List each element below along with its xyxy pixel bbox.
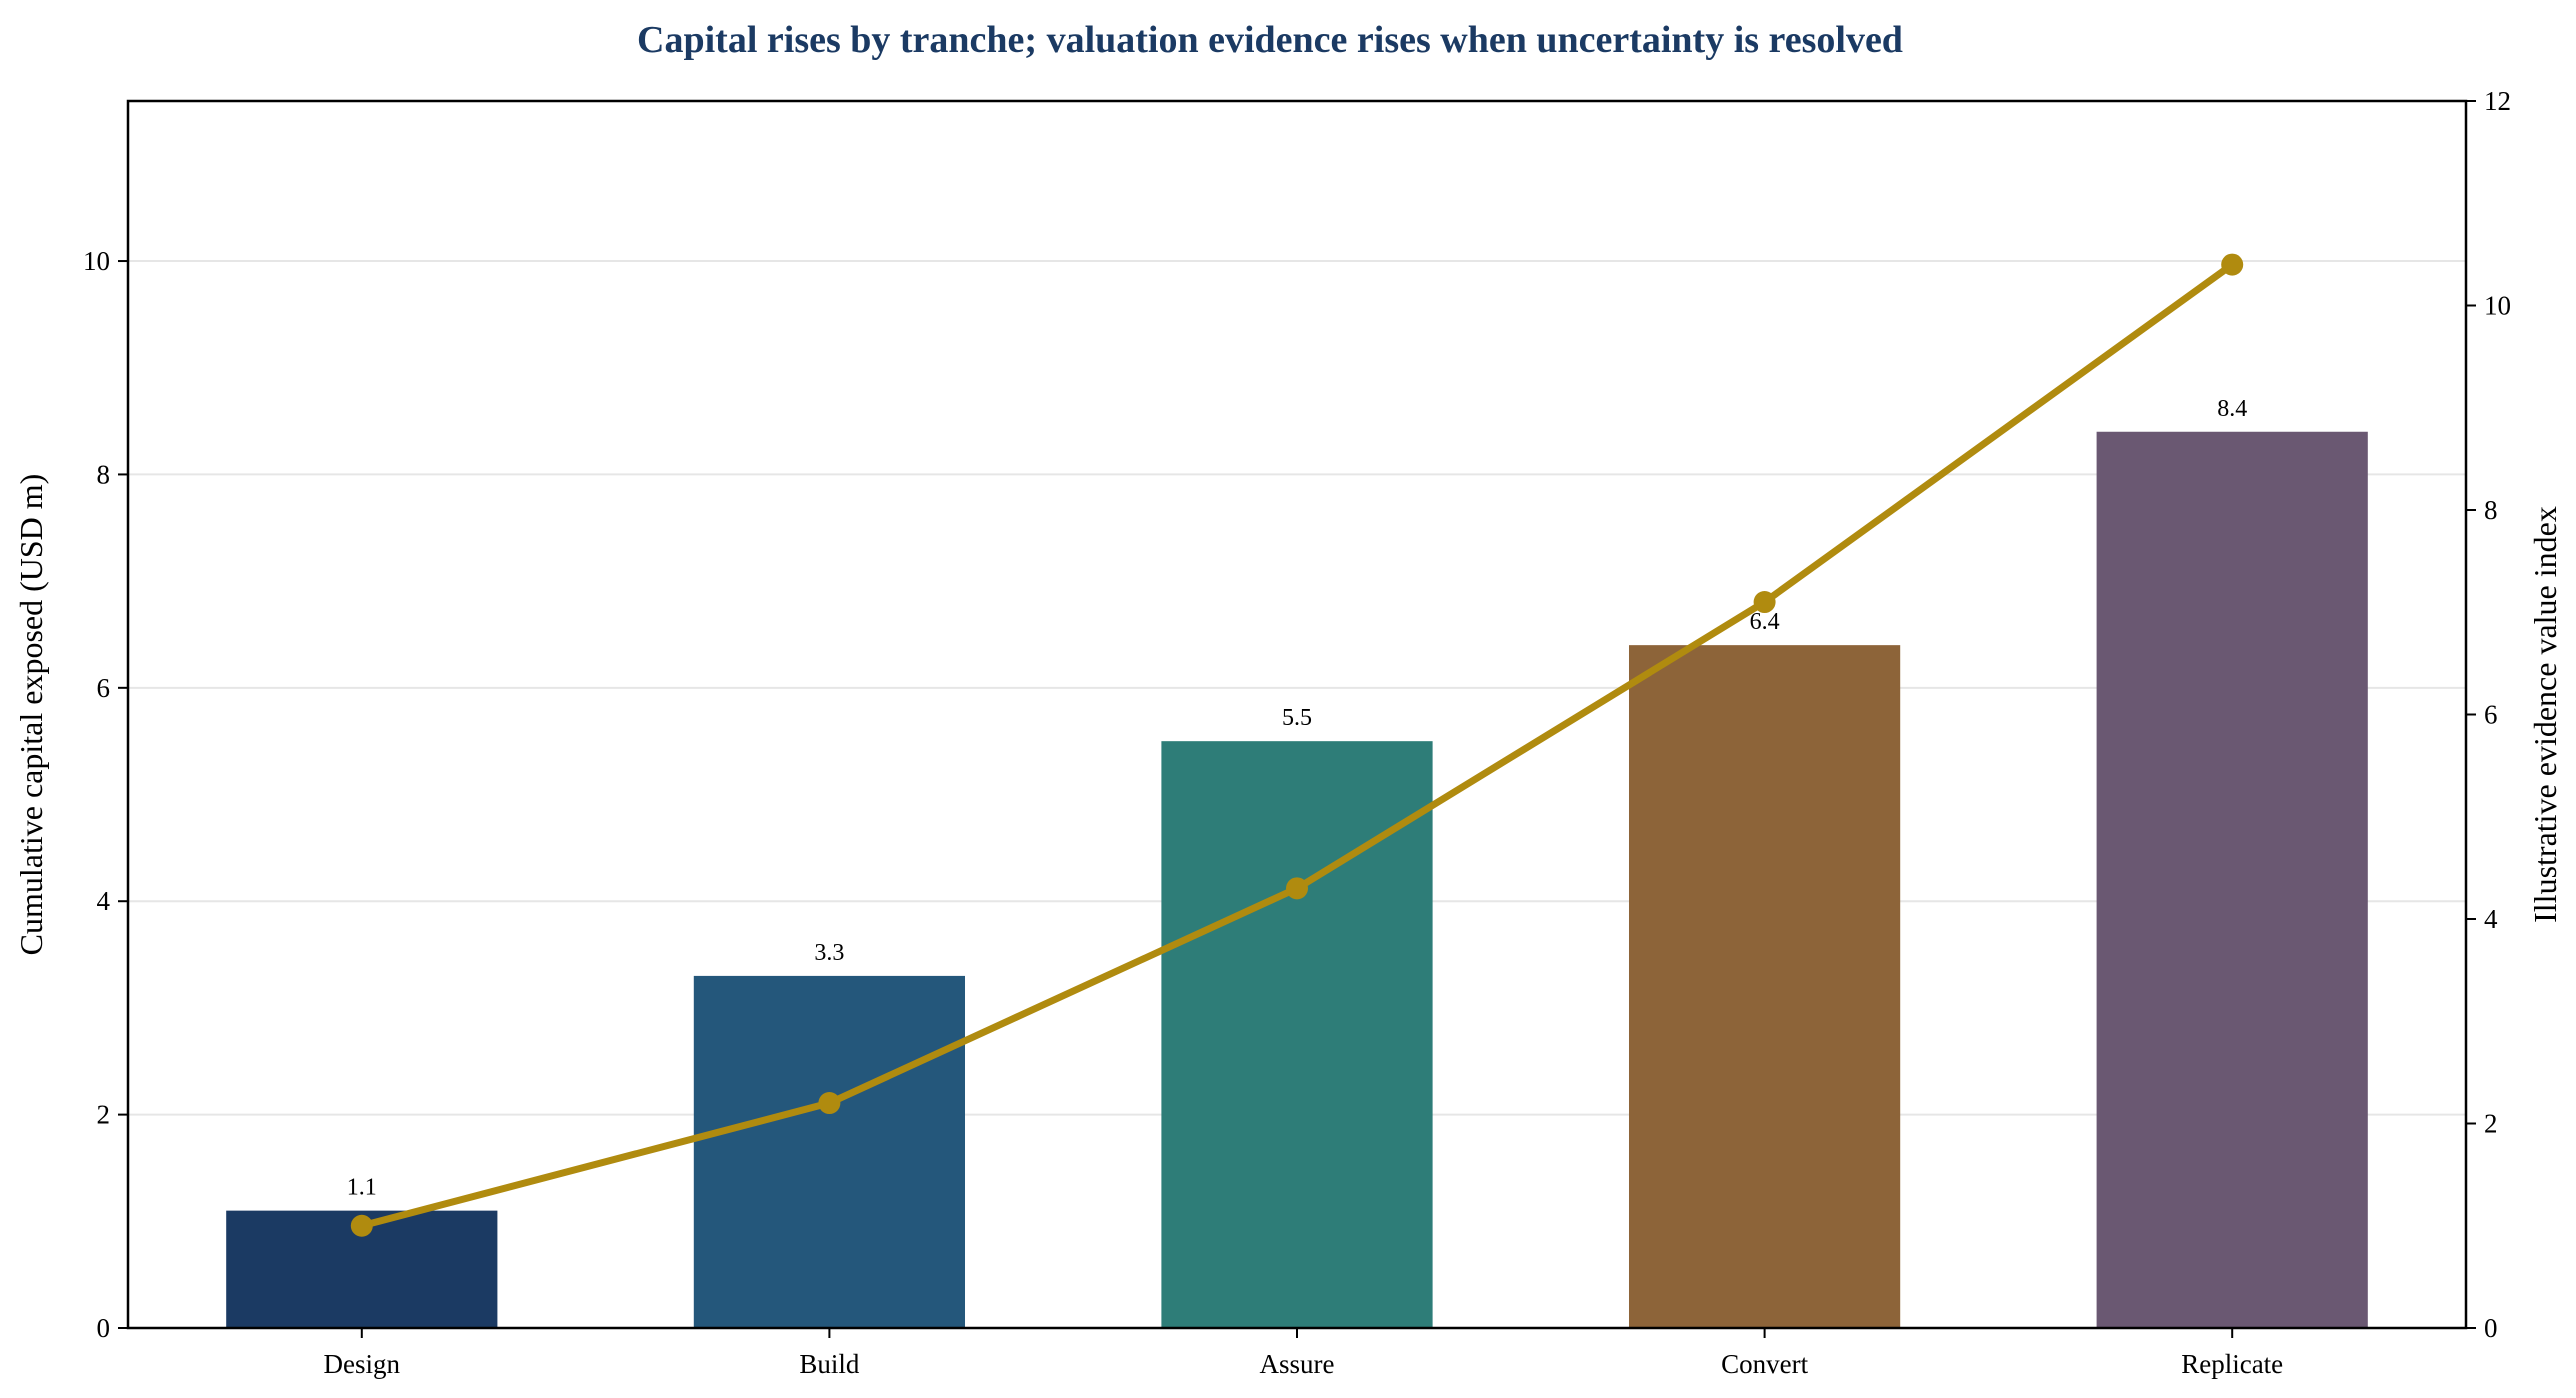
bar-value-label: 3.3 [814, 940, 844, 966]
bar-convert [1628, 645, 1901, 1328]
bar-value-label: 8.4 [2217, 396, 2247, 422]
x-tick-label-build: Build [799, 1349, 860, 1379]
evidence-point-design [350, 1214, 373, 1237]
left-tick-label: 10 [83, 246, 110, 276]
evidence-point-replicate [2221, 253, 2244, 276]
left-tick-label: 2 [97, 1100, 111, 1130]
bars: 1.1 3.3 5.5 6.4 8.4 [226, 396, 2368, 1328]
chart-title: Capital rises by tranche; valuation evid… [637, 19, 1903, 61]
left-tick-label: 4 [97, 886, 111, 916]
evidence-point-build [818, 1092, 841, 1115]
right-tick-label: 2 [2484, 1109, 2498, 1139]
bar-value-label: 5.5 [1282, 705, 1312, 731]
left-axis-title: Cumulative capital exposed (USD m) [13, 474, 49, 956]
right-tick-label: 6 [2484, 700, 2498, 730]
x-tick-label-assure: Assure [1260, 1349, 1335, 1379]
x-tick-label-design: Design [324, 1349, 401, 1379]
bar-build [693, 975, 966, 1328]
bar-value-label: 6.4 [1750, 609, 1780, 635]
evidence-point-convert [1753, 591, 1776, 614]
left-tick-label: 8 [97, 459, 111, 489]
evidence-line-series [350, 253, 2244, 1237]
right-axis-title: Illustrative evidence value index [2527, 506, 2563, 923]
x-tick-label-convert: Convert [1721, 1349, 1808, 1379]
right-tick-label: 4 [2484, 904, 2498, 934]
bar-value-label: 1.1 [347, 1175, 377, 1201]
right-tick-label: 0 [2484, 1313, 2498, 1343]
evidence-point-assure [1286, 877, 1308, 900]
x-tick-label-replicate: Replicate [2181, 1349, 2283, 1379]
right-tick-label: 10 [2484, 291, 2511, 321]
left-tick-label: 6 [97, 673, 111, 703]
right-tick-label: 12 [2484, 86, 2511, 116]
left-tick-label: 0 [97, 1313, 111, 1343]
bar-replicate [2096, 431, 2368, 1328]
right-tick-label: 8 [2484, 495, 2498, 525]
gridlines [128, 260, 2466, 1116]
bar-assure [1161, 741, 1433, 1328]
axes: 0 2 4 6 8 10 0 2 4 6 8 10 12 Design Build Assure Convert… [83, 86, 2511, 1379]
